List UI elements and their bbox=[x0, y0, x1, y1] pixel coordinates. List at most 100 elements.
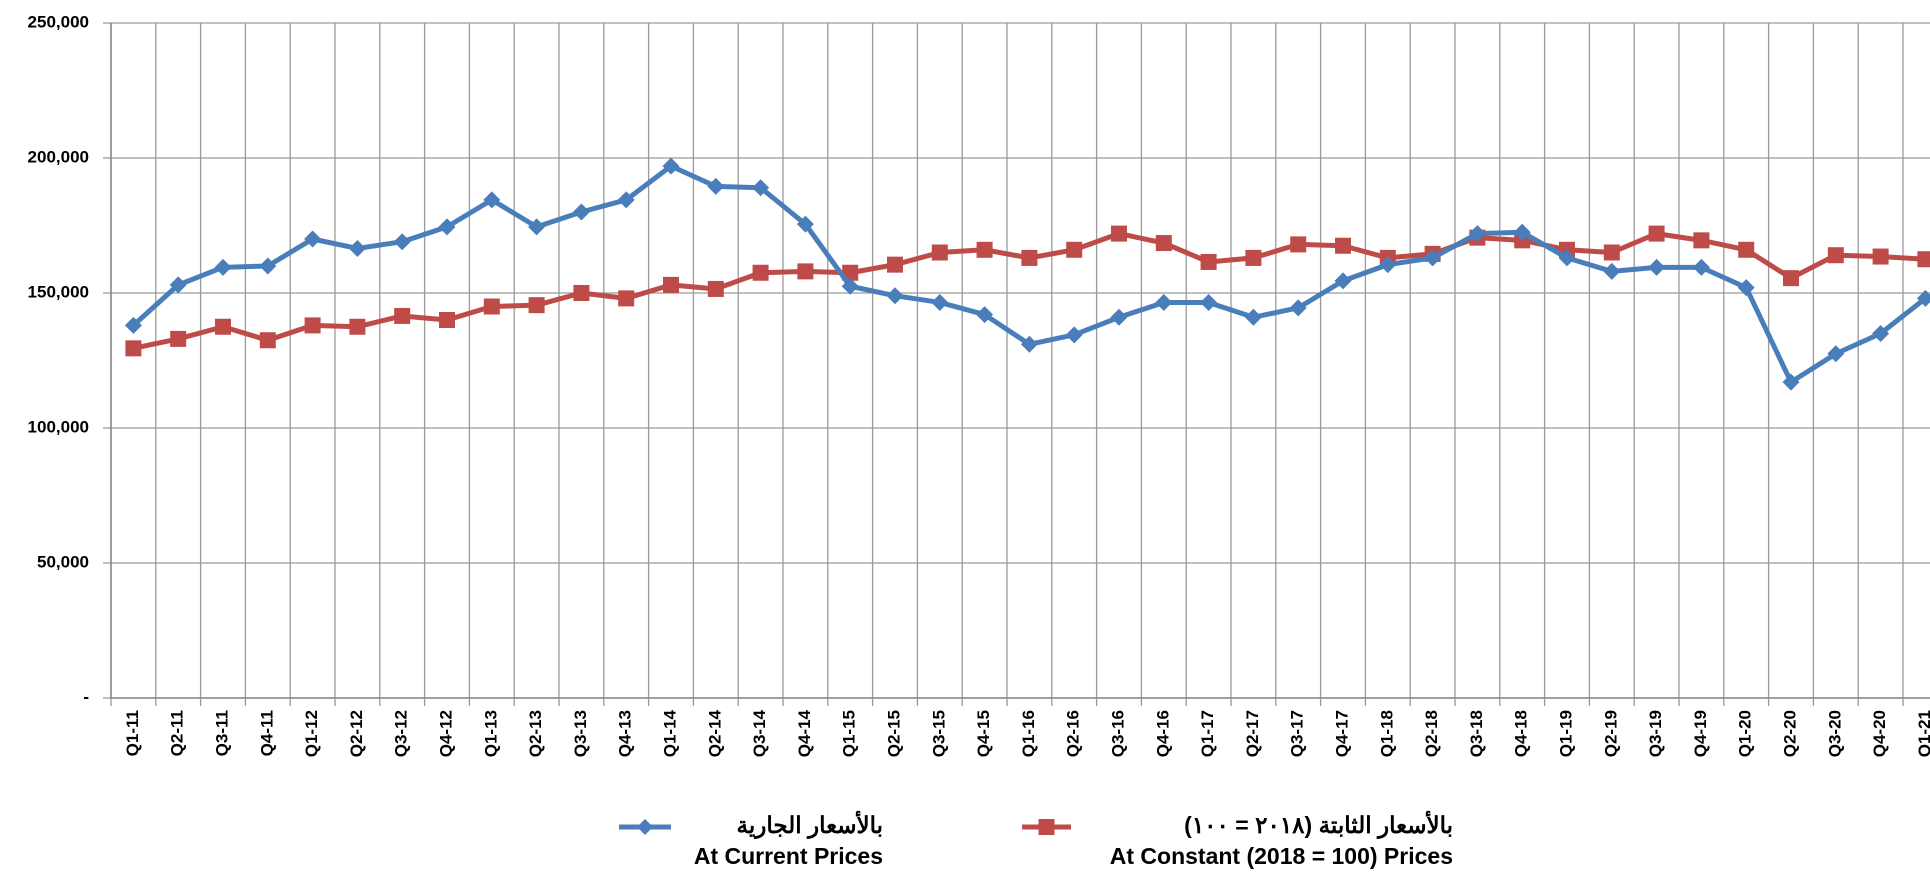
diamond-marker bbox=[348, 239, 366, 257]
square-marker bbox=[1827, 247, 1844, 264]
x-tick-label: Q4-12 bbox=[436, 710, 455, 757]
diamond-marker bbox=[1872, 325, 1890, 342]
x-tick-label: Q4-15 bbox=[974, 710, 993, 757]
legend-label-ar: بالأسعار الثابتة (٢٠١٨ = ١٠٠) bbox=[1184, 810, 1453, 840]
x-tick-label: Q3-20 bbox=[1825, 710, 1844, 757]
legend-label: At Constant (2018 = 100) Prices bbox=[1110, 843, 1453, 869]
legend-marker bbox=[637, 819, 653, 835]
square-marker bbox=[1200, 253, 1217, 270]
x-tick-label: Q4-11 bbox=[257, 710, 276, 756]
x-tick-label: Q4-20 bbox=[1870, 710, 1889, 757]
legend-marker bbox=[1038, 819, 1055, 835]
diamond-marker bbox=[1782, 373, 1800, 391]
diamond-marker bbox=[1065, 326, 1083, 344]
diamond-marker bbox=[214, 258, 232, 276]
square-marker bbox=[1155, 235, 1172, 252]
square-marker bbox=[1783, 270, 1799, 287]
x-tick-label: Q1-18 bbox=[1377, 710, 1396, 757]
square-marker bbox=[1872, 248, 1889, 265]
diamond-marker bbox=[1648, 258, 1666, 276]
diamond-marker bbox=[393, 233, 411, 251]
x-tick-label: Q2-12 bbox=[347, 710, 366, 757]
y-tick-label: 50,000 bbox=[37, 552, 89, 571]
x-tick-label: Q1-17 bbox=[1198, 710, 1217, 757]
x-tick-label: Q2-16 bbox=[1064, 710, 1083, 757]
y-tick-label: 150,000 bbox=[28, 282, 89, 301]
square-marker bbox=[931, 244, 948, 261]
x-tick-label: Q3-11 bbox=[212, 710, 231, 756]
square-marker bbox=[707, 280, 724, 297]
x-tick-label: Q1-15 bbox=[840, 710, 859, 757]
x-tick-label: Q1-19 bbox=[1556, 710, 1575, 757]
square-marker bbox=[528, 297, 545, 314]
square-marker bbox=[349, 318, 366, 335]
x-tick-label: Q4-14 bbox=[795, 709, 814, 757]
diamond-marker bbox=[796, 215, 814, 233]
x-tick-label: Q3-13 bbox=[571, 710, 590, 757]
diamond-marker bbox=[841, 277, 859, 295]
square-marker bbox=[1648, 225, 1665, 242]
x-tick-label: Q2-17 bbox=[1243, 710, 1262, 757]
square-marker bbox=[618, 290, 635, 307]
x-tick-label: Q2-11 bbox=[168, 710, 187, 756]
x-tick-label: Q1-13 bbox=[481, 710, 500, 757]
y-tick-label: 250,000 bbox=[28, 12, 89, 31]
x-tick-label: Q3-14 bbox=[750, 709, 769, 757]
diamond-marker bbox=[1379, 256, 1397, 274]
y-tick-label: 200,000 bbox=[28, 147, 89, 166]
x-tick-label: Q3-18 bbox=[1467, 710, 1486, 757]
square-marker bbox=[1245, 249, 1262, 266]
square-marker bbox=[1335, 237, 1351, 254]
diamond-marker bbox=[304, 230, 322, 248]
diamond-marker bbox=[1827, 345, 1845, 363]
x-tick-label: Q2-20 bbox=[1780, 710, 1799, 757]
y-tick-label: 100,000 bbox=[28, 417, 89, 436]
diamond-marker bbox=[1737, 279, 1755, 297]
diamond-marker bbox=[886, 287, 904, 305]
square-marker bbox=[170, 330, 187, 347]
diamond-marker bbox=[1334, 272, 1352, 290]
square-marker bbox=[304, 317, 321, 334]
square-marker bbox=[1693, 232, 1710, 249]
square-marker bbox=[663, 276, 679, 293]
legend-label: At Current Prices bbox=[694, 843, 883, 869]
x-tick-label: Q1-21 bbox=[1915, 710, 1930, 757]
diamond-marker bbox=[483, 191, 501, 209]
diamond-marker bbox=[1468, 225, 1486, 243]
diamond-marker bbox=[528, 218, 546, 236]
x-tick-label: Q1-14 bbox=[660, 709, 679, 757]
diamond-marker bbox=[1110, 308, 1128, 326]
square-marker bbox=[1738, 241, 1755, 258]
diamond-marker bbox=[259, 257, 277, 275]
x-tick-label: Q4-13 bbox=[616, 710, 635, 757]
x-tick-label: Q3-19 bbox=[1646, 710, 1665, 757]
diamond-marker bbox=[931, 293, 949, 311]
diamond-marker bbox=[617, 191, 635, 209]
x-tick-label: Q3-12 bbox=[392, 710, 411, 757]
square-marker bbox=[752, 264, 769, 281]
square-marker bbox=[1111, 225, 1127, 242]
diamond-marker bbox=[1289, 299, 1307, 317]
diamond-marker bbox=[752, 179, 770, 197]
x-tick-label: Q2-19 bbox=[1601, 710, 1620, 757]
x-tick-label: Q3-15 bbox=[929, 710, 948, 757]
diamond-marker bbox=[438, 218, 456, 236]
diamond-marker bbox=[169, 276, 187, 294]
diamond-marker bbox=[124, 316, 142, 334]
legend-label-ar: بالأسعار الجارية bbox=[737, 810, 884, 840]
x-tick-label: Q2-13 bbox=[526, 710, 545, 757]
square-marker bbox=[1066, 241, 1083, 258]
diamond-marker bbox=[976, 306, 994, 324]
x-tick-label: Q3-16 bbox=[1108, 710, 1127, 757]
x-tick-label: Q2-15 bbox=[884, 710, 903, 757]
x-tick-label: Q4-19 bbox=[1691, 710, 1710, 757]
y-tick-label: - bbox=[83, 687, 89, 706]
square-marker bbox=[1917, 251, 1930, 268]
square-marker bbox=[439, 312, 455, 328]
square-marker bbox=[573, 285, 590, 301]
diamond-marker bbox=[1513, 223, 1531, 241]
square-marker bbox=[1290, 236, 1307, 253]
diamond-marker bbox=[662, 157, 680, 175]
square-marker bbox=[394, 307, 411, 324]
